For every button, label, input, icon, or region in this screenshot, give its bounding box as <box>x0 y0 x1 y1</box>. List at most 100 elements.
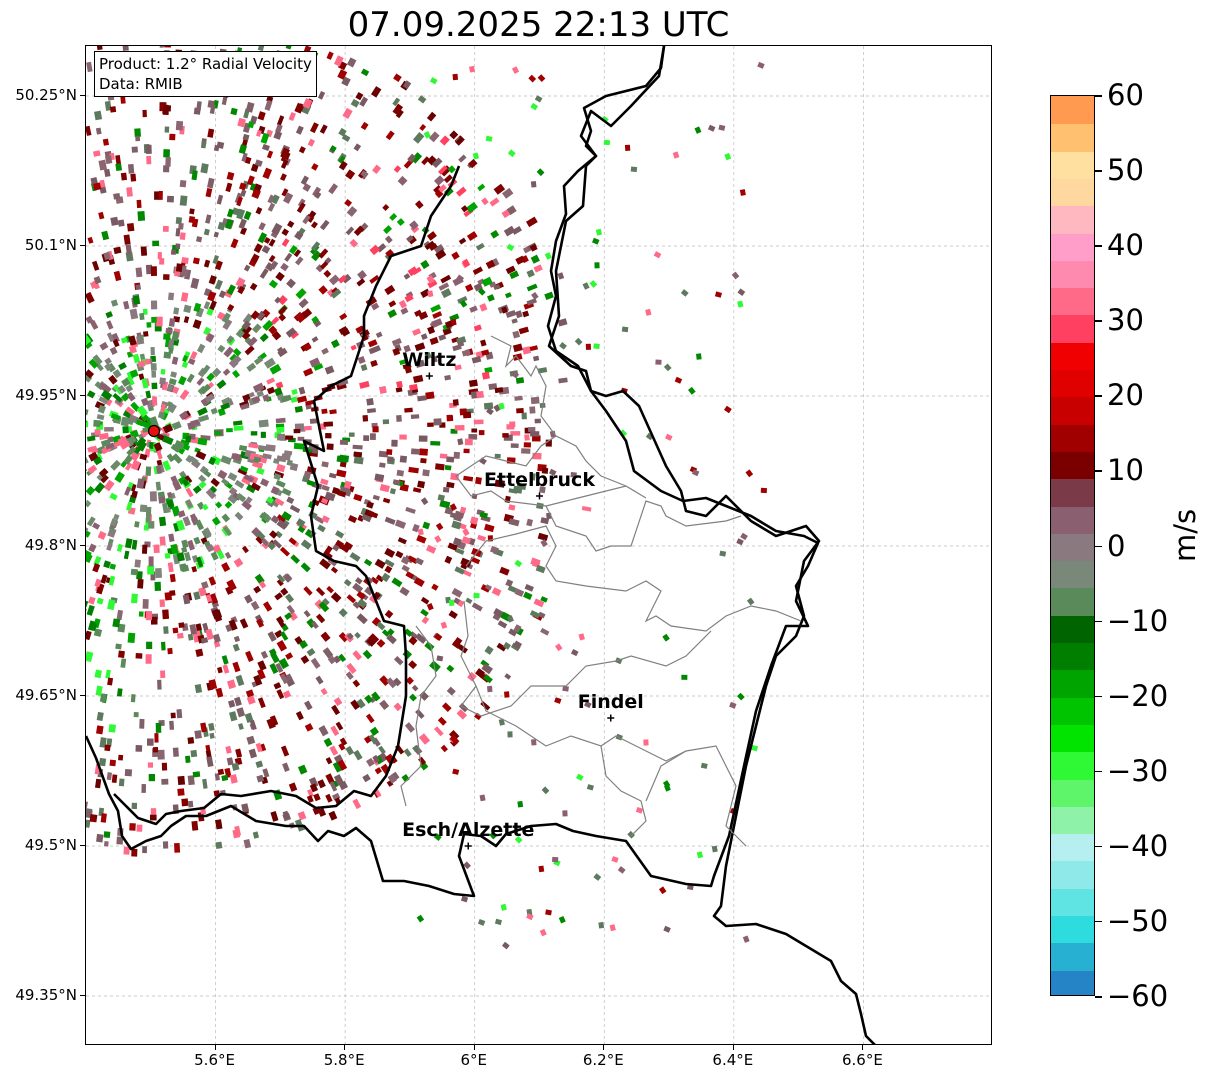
echo-pixel <box>393 165 402 173</box>
echo-pixel <box>117 219 125 227</box>
echo-pixel <box>394 519 407 529</box>
echo-pixel <box>239 618 249 629</box>
echo-pixel <box>115 643 122 650</box>
echo-pixel <box>353 143 362 152</box>
echo-pixel <box>406 235 414 243</box>
echo-pixel <box>200 383 211 395</box>
echo-pixel <box>412 487 422 493</box>
echo-pixel <box>96 725 104 735</box>
echo-pixel <box>477 919 486 926</box>
echo-pixel <box>453 451 460 459</box>
echo-pixel <box>310 221 318 229</box>
echo-pixel <box>205 744 211 752</box>
echo-pixel <box>345 169 356 180</box>
product-info-box: Product: 1.2° Radial Velocity Data: RMIB <box>94 51 317 97</box>
echo-pixel <box>131 146 138 153</box>
echo-pixel <box>396 380 403 388</box>
echo-pixel <box>297 525 306 534</box>
velocity-colorbar <box>1050 95 1095 996</box>
echo-pixel <box>167 384 173 391</box>
echo-pixel <box>113 246 122 255</box>
echo-pixel <box>311 336 319 343</box>
echo-pixel <box>483 674 493 684</box>
echo-pixel <box>133 446 141 455</box>
echo-pixel <box>191 554 199 563</box>
echo-pixel <box>143 525 149 531</box>
echo-pixel <box>275 271 285 282</box>
echo-pixel <box>86 604 95 616</box>
echo-pixel <box>432 311 443 319</box>
echo-pixel <box>386 677 397 689</box>
echo-pixel <box>286 604 295 614</box>
echo-pixel <box>92 563 101 573</box>
echo-pixel <box>211 367 222 378</box>
echo-pixel <box>486 407 494 416</box>
echo-pixel <box>480 584 491 593</box>
echo-pixel <box>366 757 375 767</box>
echo-pixel <box>315 587 326 597</box>
echo-pixel <box>374 558 386 569</box>
echo-pixel <box>329 145 337 153</box>
echo-pixel <box>109 346 118 355</box>
echo-pixel <box>181 539 189 549</box>
echo-pixel <box>164 46 171 48</box>
echo-pixel <box>311 163 319 171</box>
echo-pixel <box>106 738 113 747</box>
echo-pixel <box>332 655 341 664</box>
echo-pixel <box>653 251 662 259</box>
echo-pixel <box>95 685 103 696</box>
echo-pixel <box>428 242 438 251</box>
echo-pixel <box>635 807 644 814</box>
echo-pixel <box>570 471 577 478</box>
echo-pixel <box>183 304 192 314</box>
echo-pixel <box>174 843 181 853</box>
echo-pixel <box>117 384 127 394</box>
echo-pixel <box>410 152 423 164</box>
echo-pixel <box>231 762 240 771</box>
echo-pixel <box>356 590 366 600</box>
colorbar-segment <box>1051 560 1094 589</box>
echo-pixel <box>252 831 260 839</box>
echo-pixel <box>530 396 540 405</box>
lat-tick-label: 50.1°N <box>24 236 77 254</box>
echo-pixel <box>145 144 152 154</box>
echo-pixel <box>253 585 262 594</box>
echo-pixel <box>86 651 94 663</box>
map-title: 07.09.2025 22:13 UTC <box>347 5 730 45</box>
echo-pixel <box>136 199 142 209</box>
city-label: Findel <box>578 691 644 713</box>
echo-pixel <box>419 124 427 131</box>
map-panel[interactable]: Wiltz Ettelbruck Findel Esch/Alzette <box>85 45 992 1045</box>
canton-border <box>400 625 437 807</box>
echo-pixel <box>484 645 494 655</box>
echo-pixel <box>121 377 131 387</box>
echo-pixel <box>237 117 246 128</box>
echo-pixel <box>96 46 103 51</box>
echo-pixel <box>168 292 175 301</box>
echo-pixel <box>341 134 351 143</box>
echo-pixel <box>419 691 429 701</box>
echo-pixel <box>386 456 394 462</box>
echo-pixel <box>124 538 133 549</box>
echo-pixel <box>284 593 295 604</box>
echo-pixel <box>408 466 419 474</box>
echo-pixel <box>252 323 262 334</box>
echo-pixel <box>167 339 175 350</box>
colorbar-segment <box>1051 778 1094 807</box>
echo-pixel <box>345 745 355 756</box>
echo-pixel <box>449 503 458 511</box>
echo-pixel <box>426 544 437 554</box>
echo-pixel <box>250 163 259 173</box>
echo-pixel <box>461 205 469 213</box>
echo-pixel <box>458 237 467 245</box>
echo-pixel <box>268 238 276 247</box>
echo-pixel <box>294 256 304 266</box>
echo-pixel <box>363 435 370 442</box>
echo-pixel <box>584 700 592 709</box>
echo-pixel <box>595 228 603 236</box>
echo-pixel <box>402 80 412 90</box>
echo-pixel <box>232 643 240 652</box>
echo-pixel <box>487 685 493 693</box>
echo-pixel <box>462 528 470 537</box>
